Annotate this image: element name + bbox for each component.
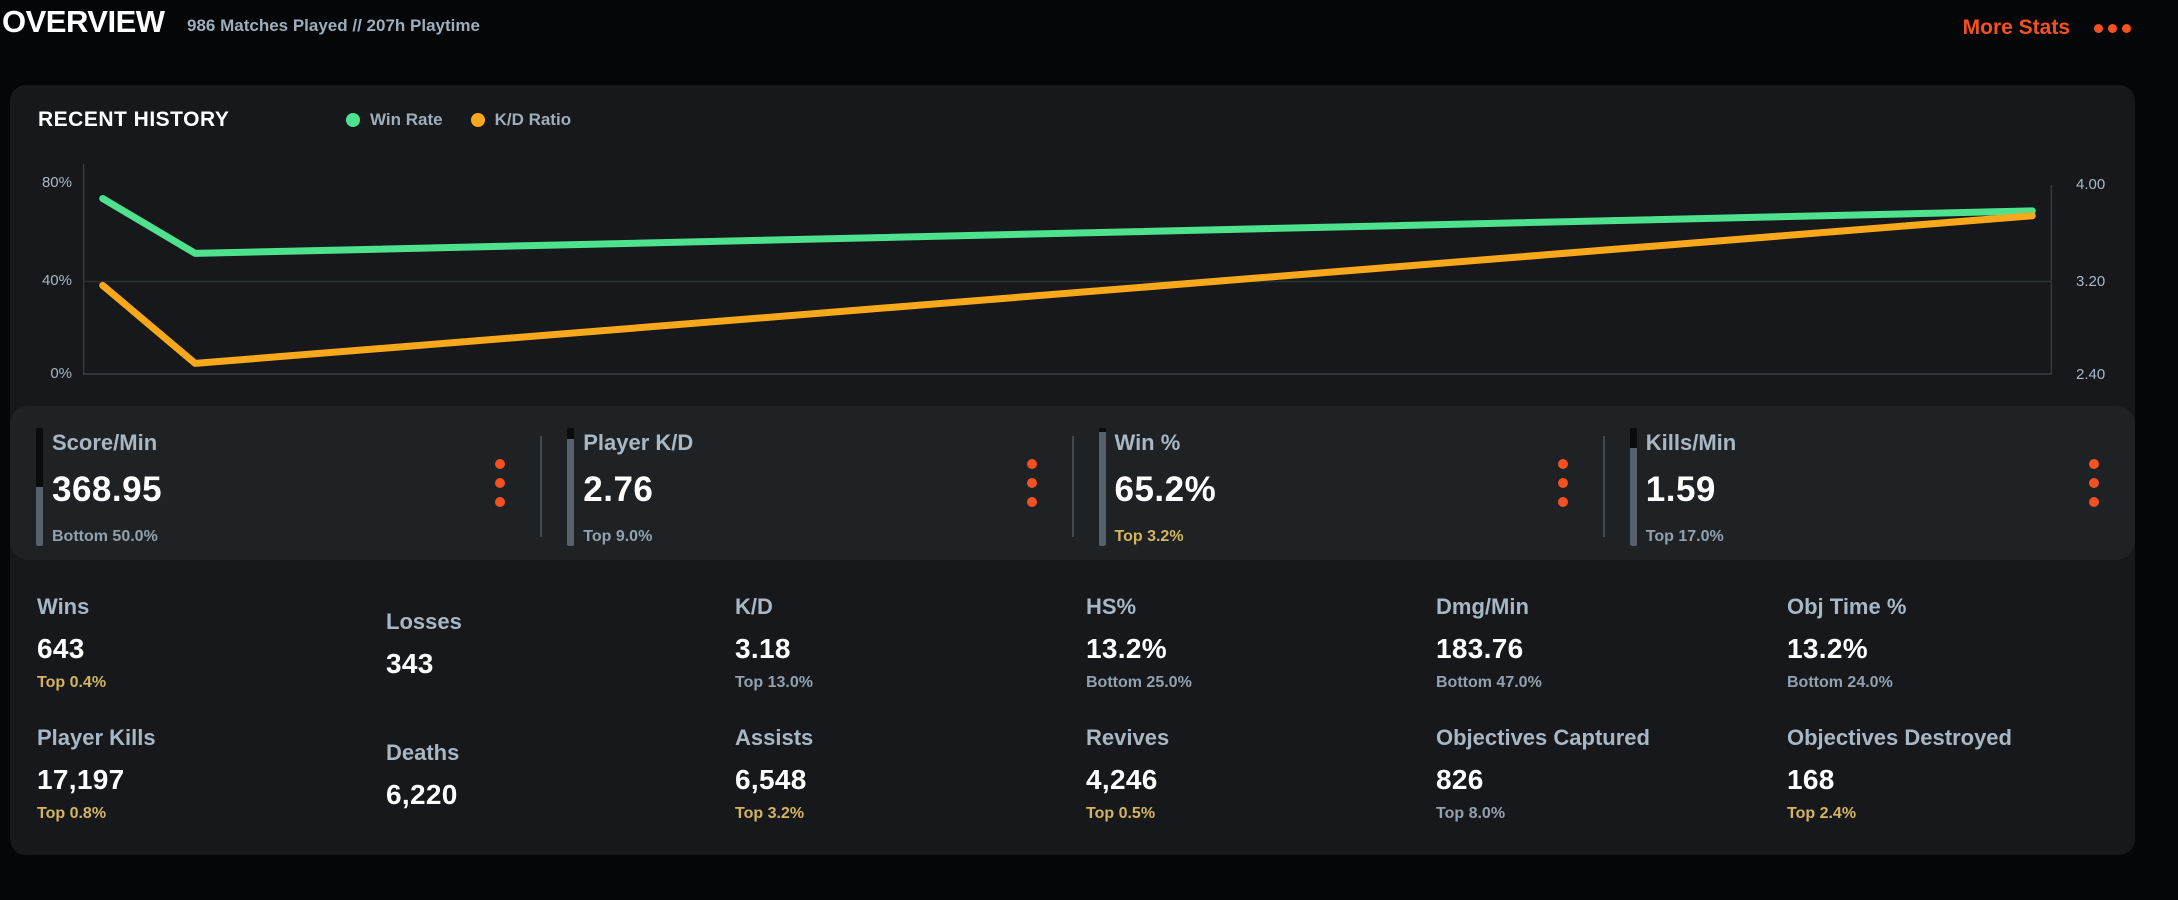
stat-cell-revives: Revives 4,246 Top 0.5% [1086, 725, 1170, 822]
legend-item-win-rate[interactable]: Win Rate [346, 110, 443, 130]
summary-card-kills-min: Kills/Min 1.59 Top 17.0% [1602, 406, 2135, 560]
win-rate-line [99, 195, 2036, 257]
stat-value: 2.76 [583, 470, 654, 509]
percentile-meter [36, 428, 43, 546]
kebab-menu-icon[interactable] [1026, 459, 1037, 507]
summary-card-player-kd: Player K/D 2.76 Top 9.0% [540, 406, 1072, 560]
left-axis-tick: 40% [41, 272, 72, 289]
right-axis-tick: 3.20 [2076, 273, 2106, 290]
page-title: OVERVIEW [2, 4, 165, 39]
more-stats-button[interactable]: More Stats [1963, 8, 2131, 48]
chart-svg [82, 164, 2053, 375]
stat-label: Win % [1114, 430, 1181, 455]
stat-cell-wins: Wins 643 Top 0.4% [37, 594, 107, 691]
left-axis-tick: 80% [41, 174, 72, 191]
summary-card-win-pct: Win % 65.2% Top 3.2% [1071, 406, 1604, 560]
stat-cell-objectives-destroyed: Objectives Destroyed 168 Top 2.4% [1787, 725, 2012, 822]
more-stats-label[interactable]: More Stats [1962, 16, 2070, 39]
stat-cell-deaths: Deaths 6,220 [386, 740, 460, 810]
legend-item-kd-ratio[interactable]: K/D Ratio [470, 110, 571, 130]
stat-cell-dmg-min: Dmg/Min 183.76 Bottom 47.0% [1436, 594, 1542, 691]
kebab-menu-icon[interactable] [2089, 459, 2099, 507]
right-axis-tick: 2.40 [2076, 366, 2106, 383]
stat-percentile: Top 3.2% [1114, 528, 1184, 545]
kd-ratio-dot-icon [470, 113, 485, 127]
detailed-stats-grid: Wins 643 Top 0.4% Losses 343 K/D 3.18 To… [10, 560, 2135, 855]
recent-history-card: RECENT HISTORY Win Rate K/D Ratio 80% 40… [10, 85, 2135, 855]
kd-ratio-line [99, 212, 2036, 367]
stat-percentile: Bottom 50.0% [52, 528, 158, 545]
stat-percentile: Top 17.0% [1645, 528, 1724, 545]
stat-label: Score/Min [52, 430, 158, 455]
matches-playtime-summary: 986 Matches Played // 207h Playtime [187, 16, 480, 35]
recent-history-chart [82, 160, 2053, 376]
stat-label: Player K/D [583, 430, 694, 455]
percentile-meter [1629, 428, 1637, 546]
right-axis-tick: 4.00 [2076, 176, 2106, 193]
summary-card-score-min: Score/Min 368.95 Bottom 50.0% [10, 406, 541, 560]
left-axis-tick: 0% [50, 365, 72, 382]
percentile-meter [567, 428, 575, 546]
recent-history-title: RECENT HISTORY [38, 108, 230, 131]
summary-stats-strip: Score/Min 368.95 Bottom 50.0% Player K/D… [10, 406, 2135, 560]
stat-cell-losses: Losses 343 [386, 609, 462, 679]
stat-cell-obj-time: Obj Time % 13.2% Bottom 24.0% [1787, 594, 1907, 691]
stat-value: 368.95 [52, 470, 163, 509]
stat-cell-kd: K/D 3.18 Top 13.0% [735, 594, 813, 691]
percentile-meter [1098, 428, 1106, 546]
win-rate-dot-icon [346, 113, 360, 127]
stat-cell-player-kills: Player Kills 17,197 Top 0.8% [37, 725, 156, 822]
kebab-menu-icon[interactable] [495, 459, 506, 507]
stat-cell-objectives-captured: Objectives Captured 826 Top 8.0% [1436, 725, 1650, 822]
stat-label: Kills/Min [1645, 430, 1737, 455]
kebab-menu-icon[interactable] [1557, 459, 1568, 507]
stat-cell-hs-pct: HS% 13.2% Bottom 25.0% [1086, 594, 1192, 691]
stat-percentile: Top 9.0% [583, 528, 653, 545]
stat-value: 65.2% [1114, 470, 1217, 509]
stat-cell-assists: Assists 6,548 Top 3.2% [735, 725, 814, 822]
ellipsis-icon[interactable] [2094, 23, 2131, 33]
chart-legend: Win Rate K/D Ratio [346, 107, 571, 133]
stat-value: 1.59 [1645, 470, 1716, 509]
